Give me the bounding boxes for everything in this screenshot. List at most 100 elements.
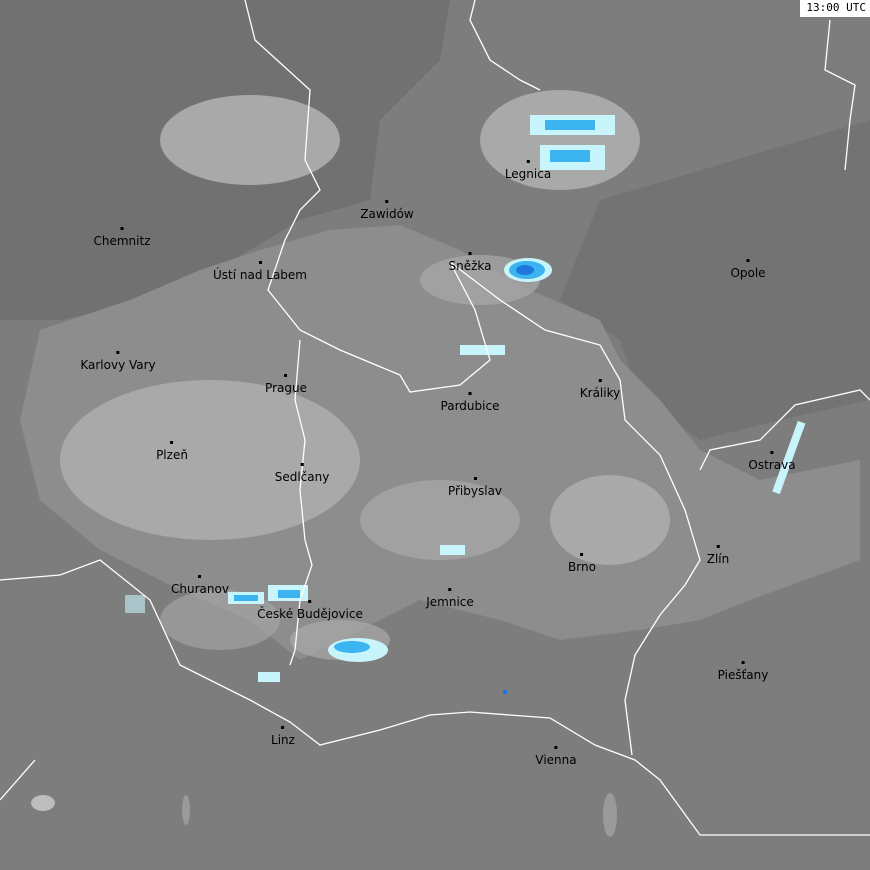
city-label: Zawidów: [360, 207, 414, 221]
border-line: [0, 759, 36, 801]
city-label: Přibyslav: [447, 484, 503, 498]
city-marker-vienna: Vienna: [535, 746, 577, 767]
city-marker-prague: Prague: [265, 374, 307, 395]
precip-cell: [550, 150, 590, 162]
dark-region-east: [560, 120, 870, 440]
precip-cell: [334, 641, 370, 653]
city-label: Linz: [271, 733, 295, 747]
precip-cell: [440, 545, 465, 555]
city-marker-legnica: Legnica: [505, 160, 551, 181]
city-label: Sněžka: [448, 259, 492, 273]
city-marker-pribyslav: Přibyslav: [448, 477, 502, 498]
city-dot-icon: [116, 351, 120, 354]
city-dot-icon: [258, 261, 262, 264]
city-marker-opole: Opole: [730, 259, 766, 280]
city-dot-icon: [448, 588, 452, 591]
city-dot-icon: [746, 259, 750, 262]
city-marker-sedlcany: Sedlčany: [274, 463, 330, 484]
city-marker-brno: Brno: [568, 553, 596, 574]
city-dot-icon: [284, 374, 288, 377]
city-label: Churanov: [171, 582, 229, 596]
city-dot-icon: [770, 451, 774, 454]
city-dot-icon: [716, 545, 720, 548]
city-dot-icon: [598, 379, 602, 382]
border-line: [469, 0, 541, 91]
city-dot-icon: [120, 227, 124, 230]
city-marker-plzen: Plzeň: [156, 441, 188, 462]
border-line: [289, 339, 313, 666]
cloud-area: [160, 590, 280, 650]
border-line: [449, 261, 701, 756]
cloud-area: [160, 95, 340, 185]
city-marker-snezka: Sněžka: [449, 252, 492, 273]
city-label: Chemnitz: [93, 234, 151, 248]
timestamp-label: 13:00 UTC: [800, 0, 870, 17]
precip-cell: [545, 120, 595, 130]
city-label: Karlovy Vary: [80, 358, 156, 372]
city-marker-karlovy-vary: Karlovy Vary: [80, 351, 156, 372]
precip-cell: [516, 265, 534, 275]
city-label: Sedlčany: [274, 470, 330, 484]
city-dot-icon: [385, 200, 389, 203]
city-marker-ostrava: Ostrava: [748, 451, 796, 472]
precip-cell: [234, 595, 258, 601]
city-dot-icon: [300, 463, 304, 466]
city-marker-kraliky: Králiky: [580, 379, 620, 400]
precip-cell: [258, 672, 280, 682]
city-label: Vienna: [535, 753, 577, 767]
city-label: Legnica: [504, 167, 552, 181]
city-dot-icon: [741, 661, 745, 664]
city-label: Ostrava: [748, 458, 796, 472]
city-marker-zlin: Zlín: [706, 545, 730, 566]
cloud-area: [31, 795, 55, 811]
city-label: Opole: [730, 266, 766, 280]
city-label: Zlín: [706, 552, 730, 566]
city-label: Brno: [568, 560, 596, 574]
city-dot-icon: [198, 575, 202, 578]
city-label: Plzeň: [156, 448, 188, 462]
city-dot-icon: [468, 392, 472, 395]
city-marker-jemnice: Jemnice: [426, 588, 474, 609]
city-label: České Budějovice: [257, 607, 363, 621]
city-label: Králiky: [579, 386, 621, 400]
precip-cell: [460, 345, 505, 355]
border-line: [824, 19, 856, 171]
terrain-regions: [0, 0, 870, 660]
precip-cell: [503, 690, 507, 694]
border-line: [244, 0, 321, 241]
cloud-area: [60, 380, 360, 540]
border-line: [267, 239, 491, 393]
city-label: Pardubice: [440, 399, 500, 413]
city-dot-icon: [468, 252, 472, 255]
city-dot-icon: [170, 441, 174, 444]
lake: [603, 793, 617, 837]
lake: [182, 795, 190, 825]
city-marker-usti: Ústí nad Labem: [213, 261, 307, 282]
city-marker-chemnitz: Chemnitz: [94, 227, 151, 248]
precip-cell: [278, 590, 300, 598]
cloud-area: [360, 480, 520, 560]
city-marker-zawidow: Zawidów: [360, 200, 414, 221]
cloud-area: [550, 475, 670, 565]
city-dot-icon: [473, 477, 477, 480]
city-dot-icon: [526, 160, 530, 163]
city-label: Piešťany: [717, 668, 769, 682]
city-label: Jemnice: [426, 595, 474, 609]
lakes: [182, 793, 617, 837]
city-marker-linz: Linz: [271, 726, 295, 747]
precip-cell: [772, 420, 806, 495]
city-marker-churanov: Churanov: [171, 575, 229, 596]
city-label: Prague: [265, 381, 307, 395]
city-dot-icon: [281, 726, 285, 729]
city-marker-pardubice: Pardubice: [440, 392, 500, 413]
city-dot-icon: [554, 746, 558, 749]
borders: [0, 0, 870, 836]
precipitation-cells: [125, 115, 806, 694]
border-line: [699, 389, 870, 471]
city-marker-piestany: Piešťany: [717, 661, 769, 682]
city-label: Ústí nad Labem: [212, 268, 308, 282]
border-line: [0, 559, 870, 836]
city-marker-ceske-budejovice: České Budějovice: [257, 600, 363, 621]
city-dot-icon: [580, 553, 584, 556]
